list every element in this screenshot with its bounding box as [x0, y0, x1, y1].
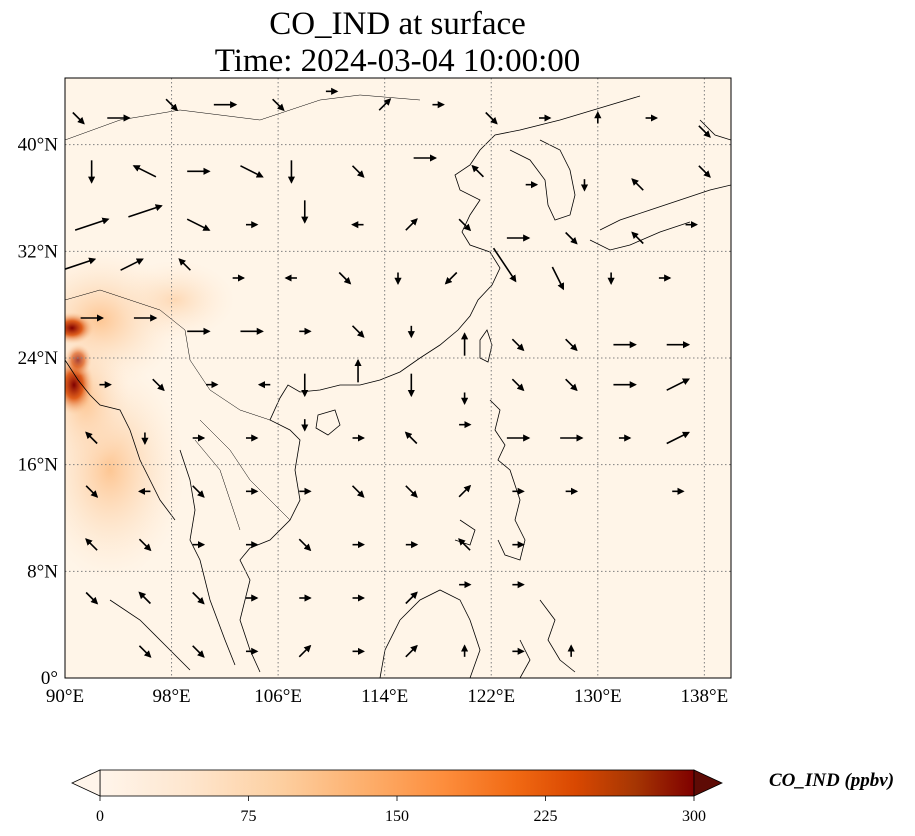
wind-arrow — [192, 645, 205, 658]
wind-arrow — [74, 217, 110, 231]
wind-arrow — [511, 378, 525, 392]
lon-tick-label: 122°E — [467, 686, 515, 707]
wind-arrow — [492, 247, 517, 283]
wind-arrow — [565, 378, 578, 392]
wind-arrow — [378, 98, 392, 111]
colorbar-label: CO_IND (ppbv) — [769, 770, 895, 791]
lat-tick-label: 8°N — [27, 561, 58, 582]
wind-arrow — [458, 484, 472, 498]
colorbar: 0 75 150 225 300 — [71, 769, 723, 825]
map-frame — [64, 77, 732, 679]
colorbar-tick-label: 75 — [241, 808, 257, 825]
wind-arrow — [178, 258, 191, 271]
lon-tick-label: 130°E — [574, 686, 622, 707]
wind-arrow — [405, 218, 418, 231]
wind-arrow — [240, 165, 264, 178]
colorbar-extend-max — [693, 769, 723, 797]
wind-arrow — [165, 98, 179, 112]
map-background — [65, 78, 731, 678]
wind-arrow — [186, 218, 211, 231]
colorbar-tick-label: 300 — [682, 808, 706, 825]
wind-arrow — [666, 431, 691, 445]
lon-tick-label: 138°E — [681, 686, 729, 707]
wind-arrow — [444, 271, 458, 285]
wind-arrow — [192, 591, 205, 605]
wind-arrow — [405, 485, 418, 498]
wind-arrow — [351, 485, 365, 498]
map-title: CO_IND at surface — [269, 6, 526, 42]
wind-arrow — [85, 538, 98, 551]
wind-arrow — [338, 271, 352, 285]
colorbar-ticks: 0 75 150 225 300 — [96, 796, 706, 825]
lat-tick-label: 40°N — [18, 135, 59, 156]
lat-tick-label: 32°N — [18, 241, 59, 262]
wind-arrow — [65, 257, 97, 270]
wind-arrow — [631, 178, 644, 191]
colorbar-body — [99, 769, 695, 797]
wind-arrow — [458, 218, 472, 232]
lon-tick-label: 90°E — [46, 686, 84, 707]
longitude-tick-labels: 90°E 98°E 106°E 114°E 122°E 130°E 138°E — [46, 686, 728, 707]
wind-arrow — [85, 591, 99, 605]
lat-tick-label: 0° — [41, 668, 58, 689]
latitude-tick-labels: 0° 8°N 16°N 24°N 32°N 40°N — [18, 135, 59, 689]
wind-arrow — [138, 538, 152, 552]
colorbar-tick-label: 150 — [385, 808, 409, 825]
wind-arrow — [85, 431, 98, 445]
wind-arrow — [120, 258, 144, 271]
wind-arrow — [72, 111, 85, 125]
wind-arrow — [405, 644, 418, 658]
wind-arrow — [485, 111, 498, 125]
colorbar-tick-label: 225 — [534, 808, 558, 825]
wind-arrow — [471, 164, 484, 178]
wind-arrow — [192, 485, 205, 498]
wind-arrow — [565, 231, 578, 245]
wind-arrow — [351, 165, 365, 178]
wind-arrow — [85, 485, 99, 498]
wind-arrow — [551, 266, 565, 291]
wind-arrow — [138, 591, 151, 605]
wind-arrow — [132, 165, 157, 178]
wind-arrow — [272, 98, 285, 112]
wind-arrow — [128, 204, 163, 218]
concentration-field — [65, 250, 235, 580]
lon-tick-label: 114°E — [361, 686, 408, 707]
lat-tick-label: 24°N — [18, 348, 59, 369]
wind-vectors — [65, 87, 711, 658]
wind-arrow — [698, 165, 711, 178]
wind-arrow — [631, 231, 644, 245]
wind-arrow — [138, 645, 152, 658]
wind-arrow — [351, 325, 365, 338]
wind-arrow — [565, 338, 578, 352]
wind-arrow — [511, 338, 525, 352]
colorbar-tick-label: 0 — [96, 808, 104, 825]
wind-arrow — [666, 378, 691, 391]
map-subtitle-time: Time: 2024-03-04 10:00:00 — [214, 43, 581, 79]
wind-arrow — [458, 538, 471, 551]
lat-tick-label: 16°N — [18, 455, 59, 476]
wind-arrow — [298, 644, 312, 658]
wind-arrow — [405, 591, 418, 605]
wind-arrow — [698, 125, 711, 138]
wind-arrow — [298, 538, 312, 552]
gridlines — [65, 78, 731, 678]
lon-tick-label: 98°E — [152, 686, 190, 707]
lon-tick-label: 106°E — [254, 686, 302, 707]
wind-arrow — [404, 431, 418, 445]
wind-arrow — [152, 378, 165, 392]
colorbar-extend-min — [71, 769, 101, 797]
